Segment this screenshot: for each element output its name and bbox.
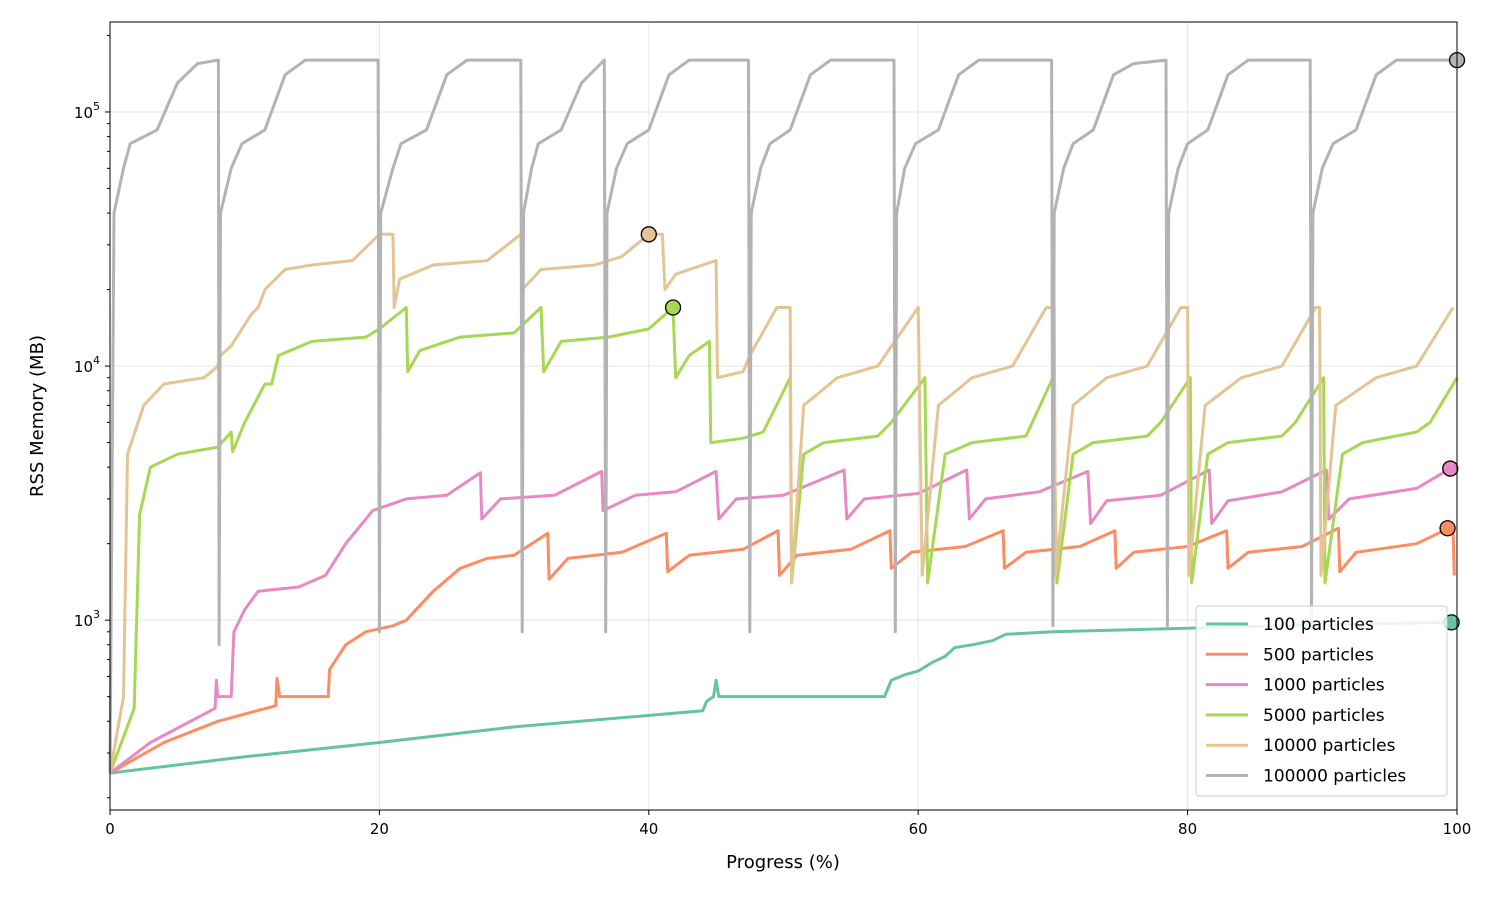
- marker-1000-particles: [1442, 460, 1459, 477]
- series-line-10000-particles: [108, 232, 1455, 774]
- legend-box: [1195, 605, 1448, 797]
- series-line-1000-particles: [109, 467, 1452, 775]
- y-tick-label: 103: [74, 608, 100, 630]
- plot-frame: [109, 21, 1458, 811]
- series-line-100-particles: [109, 620, 1452, 775]
- x-tick-label: 0: [105, 820, 115, 838]
- x-tick-label: 60: [909, 820, 928, 838]
- legend-label: 1000 particles: [1263, 676, 1385, 696]
- legend-label: 5000 particles: [1263, 706, 1385, 726]
- y-tick-label: 105: [74, 100, 100, 122]
- y-axis-label: RSS Memory (MB): [27, 335, 48, 497]
- x-tick-label: 80: [1178, 820, 1197, 838]
- legend-label: 100 particles: [1263, 615, 1374, 635]
- x-tick-label: 40: [639, 820, 658, 838]
- legend-label: 10000 particles: [1263, 736, 1396, 756]
- series-line-500-particles: [109, 526, 1456, 775]
- legend: 100 particles 500 particles 1000 particles…: [1195, 605, 1448, 797]
- legend-label: 500 particles: [1263, 645, 1374, 665]
- y-tick-label: 104: [74, 354, 100, 376]
- legend-label: 100000 particles: [1263, 767, 1406, 787]
- x-axis-label: Progress (%): [726, 852, 840, 873]
- marker-5000-particles: [664, 299, 682, 316]
- series-line-5000-particles: [108, 306, 1459, 774]
- x-tick-label: 20: [370, 820, 389, 838]
- axis-ticks: 0 20 40 60 80 100 103 104 105: [74, 34, 1472, 838]
- x-tick-label: 100: [1443, 820, 1472, 838]
- series-lines: [108, 58, 1459, 775]
- series-line-100000-particles: [108, 58, 1457, 774]
- marker-500-particles: [1439, 520, 1456, 537]
- marker-10000-particles: [640, 226, 657, 243]
